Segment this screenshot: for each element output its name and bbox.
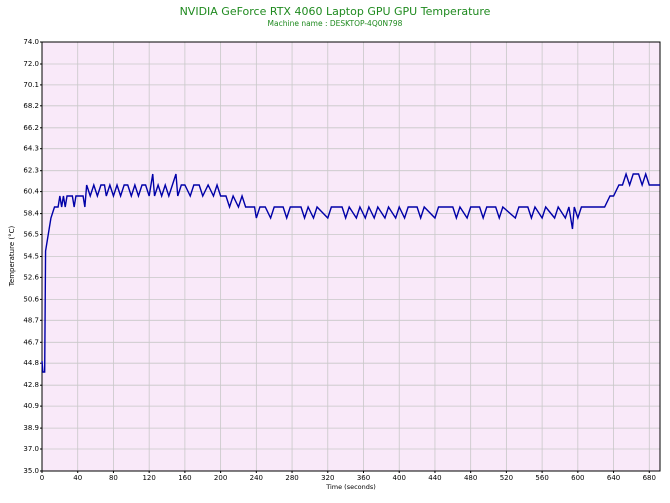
x-tick-label: 160 [178,474,191,482]
plot-frame [41,41,661,472]
y-tick-label: 37.0 [23,445,39,453]
y-tick-label: 40.9 [23,402,39,410]
chart-title: NVIDIA GeForce RTX 4060 Laptop GPU GPU T… [180,5,491,18]
x-axis-label: Time (seconds) [325,483,376,491]
y-tick-label: 70.1 [23,81,39,89]
x-tick-label: 320 [321,474,334,482]
temperature-line [41,171,660,373]
x-tick-label: 520 [500,474,513,482]
x-tick-label: 280 [285,474,298,482]
x-tick-label: 400 [393,474,406,482]
y-tick-label: 56.5 [23,231,39,239]
y-tick-label: 74.0 [23,38,39,46]
y-tick-label: 52.6 [23,273,39,281]
x-tick-label: 40 [73,474,82,482]
x-tick-label: 80 [109,474,118,482]
y-tick-label: 35.0 [23,467,39,475]
y-tick-label: 42.8 [23,381,39,389]
x-tick-label: 120 [142,474,155,482]
y-axis-label: Temperature (°C) [8,226,16,288]
y-tick-label: 66.2 [23,124,39,132]
x-tick-label: 640 [607,474,620,482]
y-tick-label: 62.3 [23,167,39,175]
x-tick-label: 440 [428,474,441,482]
y-tick-label: 54.5 [23,253,39,261]
y-tick-label: 44.8 [23,359,39,367]
y-tick-label: 48.7 [23,316,39,324]
x-tick-label: 200 [214,474,227,482]
x-tick-label: 560 [535,474,548,482]
y-tick-label: 38.9 [23,424,39,432]
x-tick-label: 480 [464,474,477,482]
y-tick-label: 46.7 [23,338,39,346]
x-tick-label: 360 [357,474,370,482]
y-tick-label: 64.3 [23,145,39,153]
x-tick-label: 240 [250,474,263,482]
y-tick-label: 72.0 [23,60,39,68]
x-tick-label: 0 [40,474,44,482]
y-tick-label: 68.2 [23,102,39,110]
y-tick-label: 60.4 [23,188,39,196]
x-tick-label: 680 [643,474,656,482]
chart-subtitle: Machine name : DESKTOP-4Q0N798 [268,19,403,28]
y-tick-label: 58.4 [23,210,39,218]
y-tick-label: 50.6 [23,295,39,303]
x-tick-label: 600 [571,474,584,482]
